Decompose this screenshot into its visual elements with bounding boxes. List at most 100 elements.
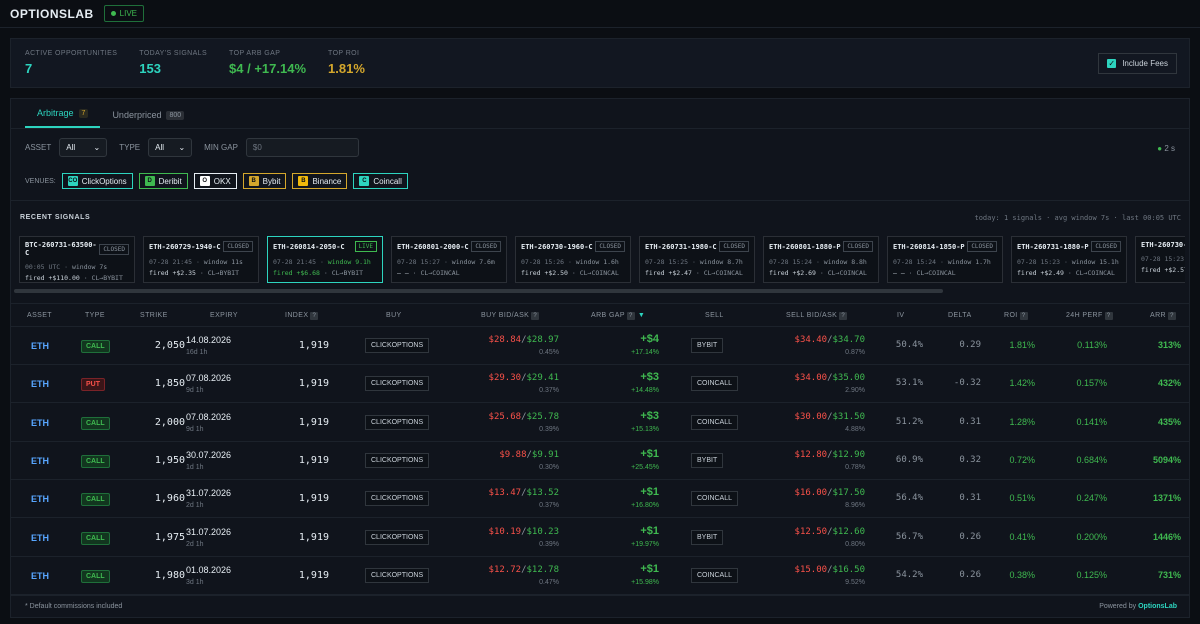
buy-venue-button[interactable]: CLICKOPTIONS — [365, 529, 430, 545]
asset-cell[interactable]: ETH — [31, 455, 49, 466]
table-header: ASSET TYPE STRIKE EXPIRY INDEX? BUY BUY … — [11, 303, 1189, 327]
asset-cell[interactable]: ETH — [31, 570, 49, 581]
sort-desc-icon[interactable]: ▼ — [637, 312, 646, 319]
asset-select[interactable]: All ⌄ — [59, 138, 108, 157]
venue-clickoptions[interactable]: CO ClickOptions — [61, 173, 133, 189]
col-asset[interactable]: ASSET — [27, 312, 52, 319]
venue-coincall[interactable]: C Coincall — [353, 173, 408, 189]
include-fees-label: Include Fees — [1122, 59, 1168, 68]
sell-venue-button[interactable]: COINCALL — [691, 376, 739, 392]
buy-ask: $9.91 — [531, 449, 559, 460]
buy-venue-button[interactable]: CLICKOPTIONS — [365, 491, 430, 507]
col-sell[interactable]: SELL — [705, 312, 724, 319]
venue-bybit[interactable]: B Bybit — [242, 173, 287, 189]
signal-fired-row: fired +$2.49 · CL→COINCAL — [1017, 269, 1115, 277]
buy-venue-button[interactable]: CLICKOPTIONS — [365, 567, 430, 583]
table-row[interactable]: ETH CALL 2,000 07.08.2026 9d 1h 1,919 CLICKOPT… — [11, 404, 1189, 442]
sell-venue-button[interactable]: BYBIT — [691, 338, 724, 353]
col-buy[interactable]: BUY — [386, 312, 402, 319]
buy-venue-button[interactable]: CLICKOPTIONS — [365, 452, 430, 468]
col-roi[interactable]: ROI? — [1004, 312, 1028, 320]
buy-venue-button[interactable]: CLICKOPTIONS — [365, 376, 430, 392]
help-icon[interactable]: ? — [626, 312, 635, 320]
signal-instrument: ETH-260731-1980-C — [645, 242, 717, 251]
col-buy-bid-ask[interactable]: BUY BID/ASK? — [481, 312, 540, 320]
signal-venues: CL→COINCAL — [916, 269, 956, 277]
sell-venue-button[interactable]: COINCALL — [691, 491, 739, 507]
sell-ask: $34.70 — [832, 335, 865, 345]
asset-cell[interactable]: ETH — [31, 494, 49, 505]
buy-venue-button[interactable]: CLICKOPTIONS — [365, 414, 430, 430]
min-gap-input[interactable]: $0 — [245, 138, 359, 157]
buy-bid-ask: $29.30/$29.41 — [488, 373, 559, 384]
signal-card[interactable]: ETH-260731-1880-P CLOSED 07-28 15:23 · win… — [1011, 236, 1127, 283]
table-row[interactable]: ETH CALL 1,950 30.07.2026 1d 1h 1,919 CLICKOPT… — [11, 442, 1189, 480]
signal-card[interactable]: ETH-260801-2000-C CLOSED 07-28 15:27 · win… — [391, 236, 507, 283]
table-row[interactable]: ETH CALL 1,975 31.07.2026 2d 1h 1,919 CLICKOPT… — [11, 519, 1189, 557]
include-fees-toggle[interactable]: ✓ Include Fees — [1098, 53, 1177, 74]
buy-ask: $12.78 — [526, 564, 559, 575]
roi-cell: 1.42% — [1009, 378, 1035, 389]
top-bar: OPTIONSLAB LIVE — [0, 0, 1200, 28]
help-icon[interactable]: ? — [531, 312, 540, 320]
commissions-note: * Default commissions included — [25, 603, 123, 610]
signal-status-badge: CLOSED — [967, 241, 997, 252]
sell-venue-button[interactable]: BYBIT — [691, 452, 724, 468]
help-icon[interactable]: ? — [1019, 312, 1028, 320]
strike-cell: 1,950 — [154, 454, 185, 466]
type-filter-label: TYPE — [119, 143, 141, 152]
help-icon[interactable]: ? — [1167, 312, 1176, 320]
asset-cell[interactable]: ETH — [31, 341, 49, 351]
signal-card-header: ETH-260730-1 — [1141, 241, 1185, 249]
venue-okx[interactable]: O OKX — [193, 173, 237, 189]
deribit-icon: D — [144, 176, 155, 186]
help-icon[interactable]: ? — [839, 312, 848, 320]
col-index[interactable]: INDEX? — [285, 312, 319, 320]
signal-card[interactable]: BTC-260731-63500-C CLOSED 00:05 UTC · wind… — [19, 236, 135, 283]
sell-venue-button[interactable]: COINCALL — [691, 414, 739, 430]
horizontal-scrollbar[interactable] — [14, 289, 943, 293]
col-type[interactable]: TYPE — [85, 312, 105, 319]
asset-cell[interactable]: ETH — [31, 532, 49, 543]
col-delta[interactable]: DELTA — [948, 312, 972, 319]
sell-venue-button[interactable]: COINCALL — [691, 567, 739, 583]
help-icon[interactable]: ? — [1104, 312, 1113, 320]
col-arb-gap[interactable]: ARB GAP? ▼ — [591, 312, 645, 320]
signal-card[interactable]: ETH-260801-1880-P CLOSED 07-28 15:24 · win… — [763, 236, 879, 283]
table-row[interactable]: ETH CALL 1,980 01.08.2026 3d 1h 1,919 CLICKOPT… — [11, 557, 1189, 595]
signal-card[interactable]: ETH-260731-1980-C CLOSED 07-28 15:25 · win… — [639, 236, 755, 283]
checkbox-checked-icon[interactable]: ✓ — [1107, 59, 1117, 68]
recent-signals-carousel[interactable]: BTC-260731-63500-C CLOSED 00:05 UTC · wind… — [19, 236, 1185, 284]
table-row[interactable]: ETH CALL 1,960 31.07.2026 2d 1h 1,919 CLICKOPT… — [11, 480, 1189, 519]
table-row[interactable]: ETH PUT 1,850 07.08.2026 9d 1h 1,919 CLICKOPTI… — [11, 365, 1189, 404]
signal-card[interactable]: ETH-260814-1850-P CLOSED 07-28 15:24 · win… — [887, 236, 1003, 283]
signal-card[interactable]: ETH-260729-1940-C CLOSED 07-28 21:45 · win… — [143, 236, 259, 283]
table-row[interactable]: ETH CALL 2,050 14.08.2026 16d 1h 1,919 CLICKOP… — [11, 327, 1189, 365]
help-icon[interactable]: ? — [310, 312, 319, 320]
col-expiry[interactable]: EXPIRY — [210, 312, 238, 319]
signal-card[interactable]: ETH-260730-1960-C CLOSED 07-28 15:26 · win… — [515, 236, 631, 283]
tab-underpriced[interactable]: Underpriced 800 — [100, 110, 196, 128]
buy-ask: $25.78 — [526, 411, 559, 422]
tab-arbitrage[interactable]: Arbitrage 7 — [25, 108, 101, 128]
buy-venue-button[interactable]: CLICKOPTIONS — [365, 338, 430, 353]
asset-cell[interactable]: ETH — [31, 417, 49, 428]
buy-ask: $29.41 — [526, 373, 559, 384]
col-iv[interactable]: IV — [897, 312, 905, 319]
powered-by-brand[interactable]: OptionsLab — [1138, 603, 1177, 610]
signal-card[interactable]: ETH-260814-2050-C LIVE 07-28 21:45 · windo… — [267, 236, 383, 283]
venue-binance[interactable]: B Binance — [292, 173, 348, 189]
col-24h-perf[interactable]: 24H PERF? — [1066, 312, 1113, 320]
col-arr[interactable]: ARR? — [1150, 312, 1176, 320]
signal-time: 07-28 15:24 — [893, 258, 937, 266]
stat-value: 1.81% — [328, 61, 365, 76]
type-select[interactable]: All ⌄ — [148, 138, 193, 157]
asset-cell[interactable]: ETH — [31, 379, 49, 390]
col-strike[interactable]: STRIKE — [140, 312, 168, 319]
venue-deribit[interactable]: D Deribit — [138, 173, 188, 189]
signal-card[interactable]: ETH-260730-1 07-28 15:23 fired +$2.57 — [1135, 236, 1185, 283]
sell-venue-button[interactable]: BYBIT — [691, 529, 724, 545]
col-sell-bid-ask[interactable]: SELL BID/ASK? — [786, 312, 848, 320]
col-buy-bid-ask-label: BUY BID/ASK — [481, 312, 530, 319]
buy-ask: $10.23 — [526, 526, 559, 537]
